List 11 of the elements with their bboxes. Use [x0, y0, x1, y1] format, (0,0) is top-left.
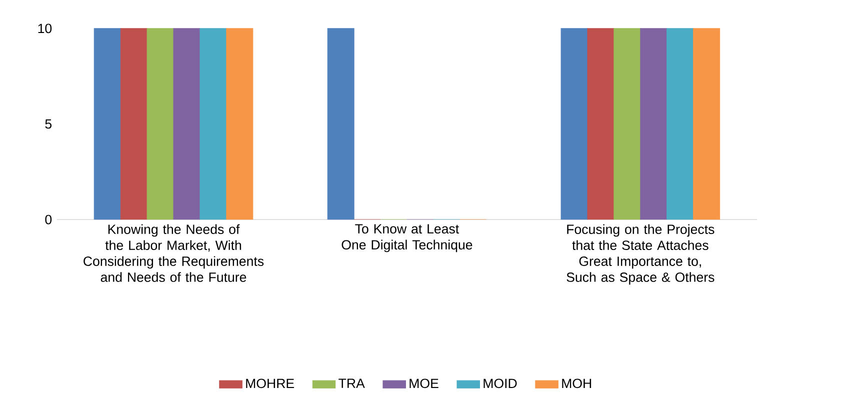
legend-label: TRA — [338, 378, 365, 388]
y-tick-label: 0 — [45, 214, 52, 224]
x-tick-label: Focusing on the Projects that the State Attaches Great Importance to, Such as Space & Others — [566, 224, 714, 285]
legend-label: MOID — [484, 378, 517, 388]
legend-label: MOH — [562, 378, 592, 388]
y-tick-label: 10 — [38, 24, 52, 34]
x-tick-label: Knowing the Needs of the Labor Market, With Considering the Requirements and Needs of the Future — [84, 224, 264, 282]
legend-label: MOE — [410, 378, 438, 388]
legend-label: MOHRE — [246, 378, 294, 388]
y-tick-label: 5 — [45, 119, 52, 129]
x-tick-label: To Know at Least One Digital Technique — [342, 224, 472, 252]
